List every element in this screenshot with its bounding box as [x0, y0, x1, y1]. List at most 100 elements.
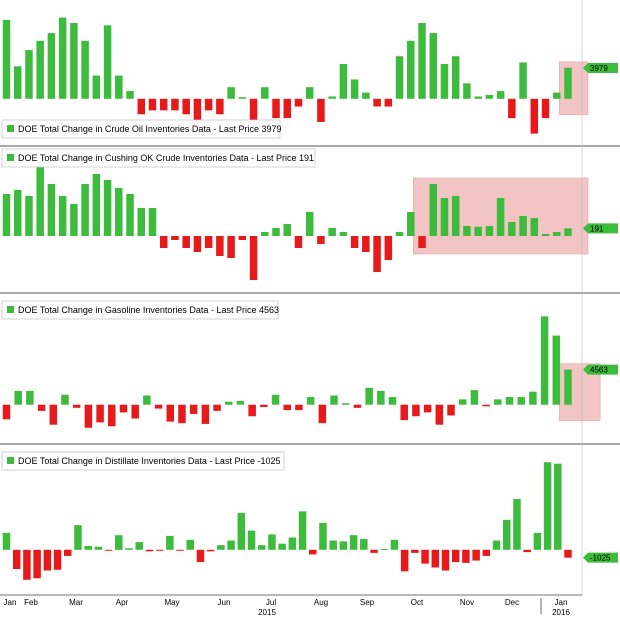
bar	[171, 98, 179, 111]
bar	[115, 535, 123, 550]
bar	[554, 463, 562, 550]
bar	[421, 549, 429, 564]
bar	[166, 404, 175, 422]
bar	[213, 404, 221, 411]
bar	[365, 387, 373, 405]
bar	[317, 236, 325, 244]
x-tick-label: Jan	[555, 598, 568, 607]
bar	[115, 188, 123, 236]
x-tick-label: Dec	[505, 598, 519, 607]
bar	[74, 525, 82, 550]
bar	[237, 512, 246, 550]
price-tag-shape	[583, 552, 618, 563]
bar	[407, 212, 415, 236]
legend-label: DOE Total Change in Distillate Inventori…	[18, 456, 280, 466]
bar	[13, 190, 22, 236]
bar	[49, 404, 58, 425]
last-price-label: 3979	[590, 64, 608, 73]
bar	[508, 222, 516, 236]
bar	[447, 404, 455, 416]
bar	[496, 198, 505, 236]
bar	[423, 404, 432, 413]
bar	[463, 83, 471, 99]
legend: DOE Total Change in Crude Oil Inventorie…	[1, 119, 281, 139]
x-tick-label: Mar	[69, 598, 83, 607]
bar	[309, 549, 317, 555]
bar	[529, 391, 537, 405]
bar	[201, 404, 210, 424]
bar	[564, 228, 572, 236]
bar	[451, 549, 460, 563]
bar	[305, 212, 314, 236]
legend-label: DOE Total Change in Cushing OK Crude Inv…	[18, 153, 314, 163]
bar	[362, 236, 370, 252]
bar	[390, 539, 399, 550]
bar	[135, 542, 143, 550]
bar	[380, 549, 388, 551]
bar	[283, 224, 291, 236]
bar	[225, 401, 233, 405]
bar	[339, 232, 348, 236]
legend-box	[1, 119, 281, 139]
panel-4: -1025 DOE Total Change in Distillate Inve…	[1, 451, 618, 580]
legend-swatch	[7, 306, 14, 313]
bar	[125, 548, 133, 550]
bar	[384, 98, 393, 107]
bar	[92, 75, 101, 99]
bar	[84, 404, 93, 428]
bar	[429, 184, 437, 236]
bar	[257, 545, 266, 550]
bar	[463, 226, 471, 236]
legend: DOE Total Change in Distillate Inventori…	[1, 451, 285, 471]
x-tick-label: Aug	[314, 598, 328, 607]
bar	[306, 397, 315, 405]
price-tag-shape	[583, 223, 618, 234]
bar	[126, 194, 134, 236]
bar	[216, 98, 224, 115]
last-price-label: -1025	[590, 554, 611, 563]
bar	[14, 390, 22, 405]
price-tag-shape	[583, 364, 618, 375]
bar	[435, 404, 444, 425]
last-price-tag: 191	[583, 223, 618, 234]
bar	[119, 404, 128, 413]
x-tick-label: Feb	[24, 598, 38, 607]
x-axis: Jan Feb Mar Apr May Jun Jul Aug Sep Oct Nov Dec Jan2…	[0, 0, 583, 617]
legend: DOE Total Change in Cushing OK Crude Inv…	[1, 148, 316, 168]
legend-swatch	[7, 154, 14, 161]
bar	[271, 394, 280, 405]
x-tick-label: Nov	[460, 598, 474, 607]
bar	[553, 92, 561, 99]
bar	[513, 499, 521, 550]
legend-box	[1, 300, 279, 320]
bar	[474, 96, 482, 99]
bar	[533, 532, 542, 550]
bar	[182, 98, 190, 115]
bar	[395, 56, 404, 99]
bar	[247, 530, 256, 550]
bar	[388, 397, 397, 405]
bar	[541, 234, 550, 236]
bar	[373, 98, 381, 107]
bar	[502, 519, 511, 550]
bar	[411, 549, 419, 553]
bar	[53, 549, 62, 570]
x-tick-label: Jul	[266, 598, 276, 607]
bar	[84, 545, 92, 550]
bar	[193, 236, 202, 252]
bar	[494, 399, 502, 405]
bar	[143, 395, 151, 405]
bar	[272, 228, 280, 236]
bar	[470, 390, 479, 405]
bar	[492, 540, 501, 550]
bar	[482, 404, 490, 407]
bar	[318, 404, 327, 424]
bar	[328, 228, 336, 236]
legend-label: DOE Total Change in Gasoline Inventories…	[18, 305, 279, 315]
bar	[12, 549, 21, 570]
bar	[2, 19, 11, 99]
last-price-label: 191	[590, 224, 604, 233]
bar	[429, 33, 437, 99]
legend-box	[1, 451, 285, 471]
